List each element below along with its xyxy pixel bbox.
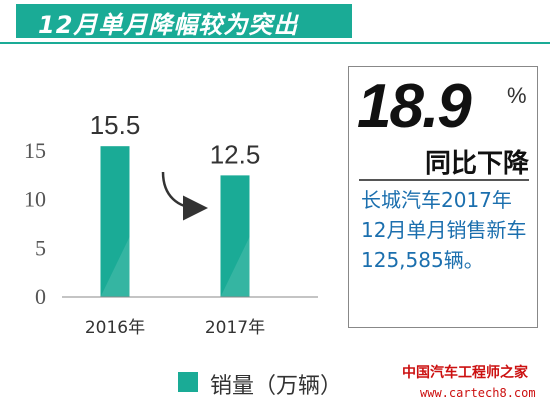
x-tick-label: 2016年 xyxy=(85,318,145,338)
bar-chart: 0 5 10 15 2016年 2017年 15.5 12.5 xyxy=(24,110,318,338)
data-label: 15.5 xyxy=(90,110,141,140)
callout-description: 长城汽车2017年12月单月销售新车125,585辆。 xyxy=(361,188,527,272)
watermark-brand: 中国汽车工程师之家 xyxy=(402,365,528,381)
y-tick-label: 15 xyxy=(24,138,46,163)
bars xyxy=(100,146,250,297)
x-axis-ticks: 2016年 2017年 xyxy=(85,318,265,338)
y-tick-label: 5 xyxy=(35,235,46,260)
watermark-url: www.cartech8.com xyxy=(420,386,536,400)
chart-title: 12月单月降幅较为突出 xyxy=(38,11,299,39)
header: 12月单月降幅较为突出 xyxy=(0,0,550,48)
watermark-logo: 中国汽车工程师之家 www.cartech8.com xyxy=(402,362,548,408)
header-divider xyxy=(0,42,550,44)
data-labels: 15.5 12.5 xyxy=(90,110,261,169)
header-tab-accent xyxy=(16,4,24,38)
legend-label: 销量（万辆） xyxy=(210,374,343,399)
percent-sign: % xyxy=(507,83,527,108)
bar xyxy=(100,146,130,297)
bar-shade xyxy=(100,237,130,297)
header-tab-gap xyxy=(0,4,16,38)
callout-divider xyxy=(359,179,529,181)
decline-callout: 18.9 % 同比下降 长城汽车2017年12月单月销售新车125,585辆。 xyxy=(348,66,538,328)
decline-label: 同比下降 xyxy=(424,149,529,179)
y-tick-label: 0 xyxy=(35,284,46,309)
curved-down-arrow-icon xyxy=(161,171,208,221)
y-tick-label: 10 xyxy=(24,187,46,212)
bar-shade xyxy=(220,237,250,297)
data-label: 12.5 xyxy=(210,139,261,169)
bar xyxy=(220,175,250,297)
decline-percentage: 18.9 xyxy=(357,72,472,141)
x-tick-label: 2017年 xyxy=(205,318,265,338)
legend-swatch xyxy=(178,372,198,392)
y-axis-ticks: 0 5 10 15 xyxy=(24,138,46,309)
header-banner xyxy=(0,4,352,38)
